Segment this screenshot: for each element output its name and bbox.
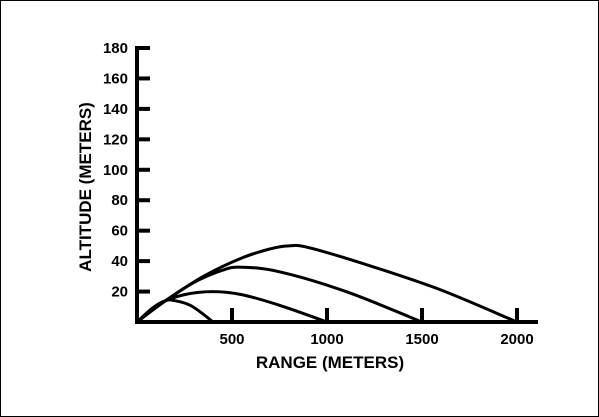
- x-axis-title: RANGE (METERS): [256, 353, 404, 372]
- y-axis-title: ALTITUDE (METERS): [76, 102, 95, 272]
- y-tick-label: 180: [103, 40, 128, 57]
- y-tick-label: 40: [111, 253, 128, 270]
- x-tick-label: 2000: [500, 331, 533, 348]
- y-tick-label: 20: [111, 284, 128, 301]
- y-tick-label: 140: [103, 101, 128, 118]
- series-group: [135, 243, 519, 324]
- y-tick-label: 60: [111, 223, 128, 240]
- trajectory-line-4: [135, 243, 519, 324]
- tick-labels: 20 40 60 80 100 120 140 160 180 500 1000 1500 2000: [103, 40, 534, 348]
- y-tick-label: 160: [103, 70, 128, 87]
- y-tick-label: 120: [103, 131, 128, 148]
- y-tick-label: 100: [103, 162, 128, 179]
- x-tick-label: 1000: [310, 331, 343, 348]
- y-tick-label: 80: [111, 192, 128, 209]
- axes: [135, 46, 538, 324]
- x-tick-label: 500: [219, 331, 244, 348]
- x-tick-label: 1500: [405, 331, 438, 348]
